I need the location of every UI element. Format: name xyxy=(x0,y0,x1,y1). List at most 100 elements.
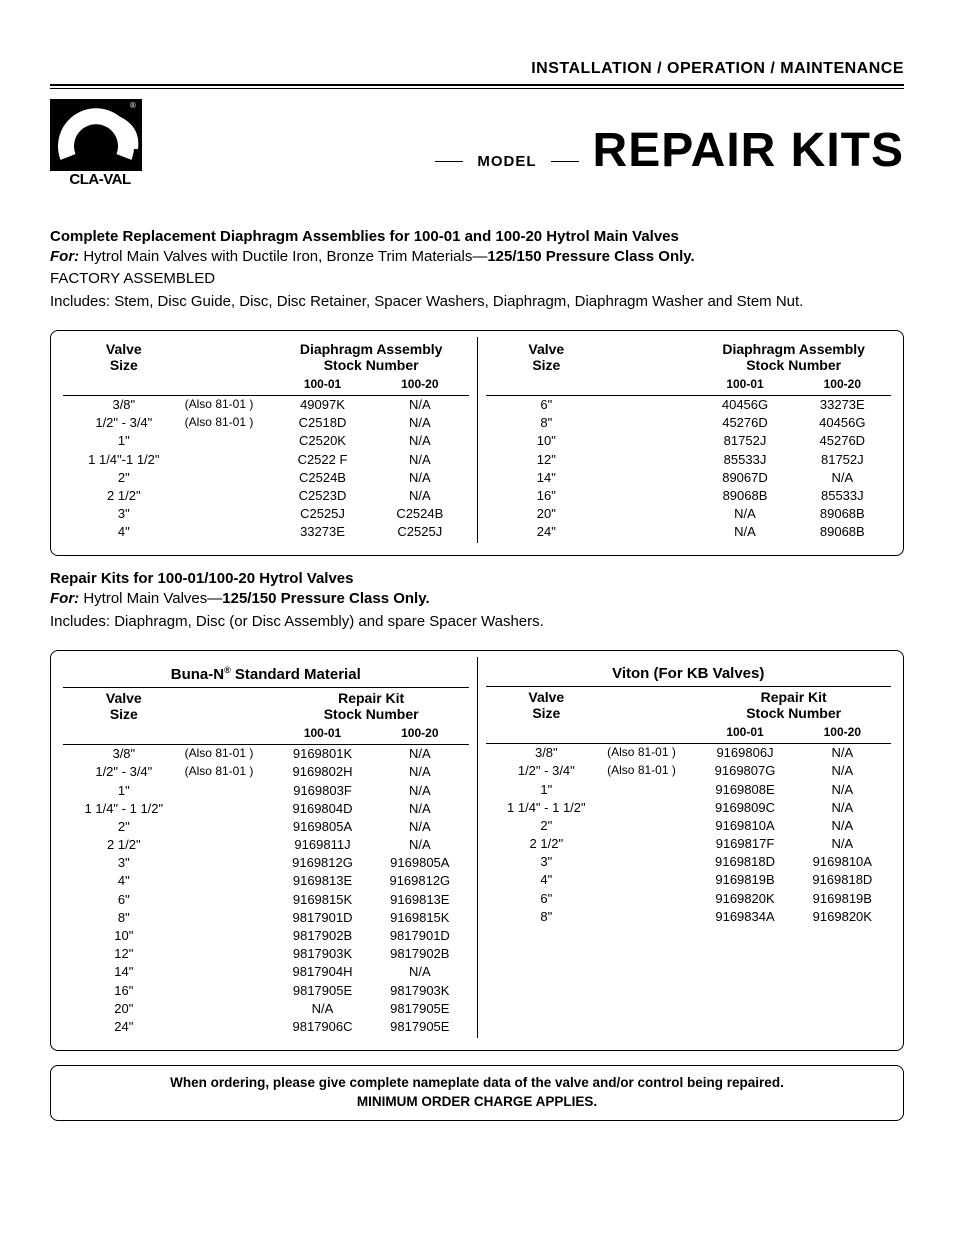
cell-size: 3" xyxy=(486,853,608,871)
cell-note xyxy=(185,909,274,927)
cell-10020: 33273E xyxy=(794,396,891,414)
table-row: 1"9169808EN/A xyxy=(486,781,892,799)
table-row: 16"89068B85533J xyxy=(486,487,892,505)
title-block: MODEL REPAIR KITS xyxy=(431,123,904,188)
section1-title: Complete Replacement Diaphragm Assemblie… xyxy=(50,228,904,245)
table-2: Buna-N® Standard Material Valve Size Rep… xyxy=(50,650,904,1051)
cell-note xyxy=(607,469,696,487)
cell-10001: 9169834A xyxy=(696,908,793,926)
cell-note xyxy=(185,451,274,469)
title-dash-left xyxy=(435,161,463,162)
cell-10001: 9817906C xyxy=(274,1018,371,1036)
th-valve-size-r: Valve Size xyxy=(486,341,608,373)
cell-10001: 9169809C xyxy=(696,799,793,817)
table-row: 24"N/A89068B xyxy=(486,523,892,541)
th-10001-r: 100-01 xyxy=(696,377,793,391)
cell-10001: N/A xyxy=(696,505,793,523)
cell-10020: N/A xyxy=(371,432,468,450)
th-size-r: Size xyxy=(486,357,608,373)
cell-10001: 9169815K xyxy=(274,891,371,909)
footer-line2: MINIMUM ORDER CHARGE APPLIES. xyxy=(61,1093,893,1112)
cell-note xyxy=(185,818,274,836)
cell-10020: N/A xyxy=(371,469,468,487)
section2-for-line: For: Hytrol Main Valves—125/150 Pressure… xyxy=(50,589,904,609)
th2-kit2-r: Stock Number xyxy=(696,705,891,721)
cell-size: 8" xyxy=(486,908,608,926)
cell-10020: N/A xyxy=(371,745,468,763)
cell-10001: 9169817F xyxy=(696,835,793,853)
table-row: 6"40456G33273E xyxy=(486,396,892,414)
cell-10001: 9169819B xyxy=(696,871,793,889)
mat-left-b: Standard Material xyxy=(231,666,361,683)
th2-valve-r: Valve xyxy=(486,689,608,705)
th-assy-r: Diaphragm Assembly Stock Number xyxy=(696,341,891,373)
cell-10020: 9817902B xyxy=(371,945,468,963)
cell-size: 3" xyxy=(63,854,185,872)
cell-10001: 9169810A xyxy=(696,817,793,835)
cell-note xyxy=(607,396,696,414)
table-row: 1 1/4"-1 1/2"C2522 FN/A xyxy=(63,451,469,469)
cla-val-logo-icon: ® xyxy=(50,99,142,171)
for-label-2: For: xyxy=(50,590,79,607)
cell-note: (Also 81-01 ) xyxy=(185,763,274,781)
cell-10020: 9817901D xyxy=(371,927,468,945)
cell-10001: 9817904H xyxy=(274,963,371,981)
page-title: REPAIR KITS xyxy=(593,123,904,178)
cell-note xyxy=(185,982,274,1000)
footer-note: When ordering, please give complete name… xyxy=(50,1065,904,1121)
table-row: 2"9169805AN/A xyxy=(63,818,469,836)
cell-note: (Also 81-01 ) xyxy=(185,745,274,763)
cell-10001: 9817901D xyxy=(274,909,371,927)
table-row: 10"81752J45276D xyxy=(486,432,892,450)
table1-right: Valve Size Diaphragm Assembly Stock Numb… xyxy=(478,335,900,546)
th-assy1: Diaphragm Assembly xyxy=(274,341,469,357)
table-row: 6"9169820K9169819B xyxy=(486,890,892,908)
table1-left: Valve Size Diaphragm Assembly Stock Numb… xyxy=(55,335,477,546)
cell-size: 8" xyxy=(486,414,608,432)
cell-note xyxy=(185,945,274,963)
cell-10001: 9169820K xyxy=(696,890,793,908)
table-row: 14"89067DN/A xyxy=(486,469,892,487)
cell-note: (Also 81-01 ) xyxy=(185,414,274,432)
cell-10020: N/A xyxy=(371,836,468,854)
cell-10001: 9169807G xyxy=(696,762,793,780)
cell-10020: 89068B xyxy=(794,505,891,523)
cell-10001: 9169805A xyxy=(274,818,371,836)
cell-10020: 45276D xyxy=(794,432,891,450)
page: INSTALLATION / OPERATION / MAINTENANCE ®… xyxy=(0,0,954,1161)
cell-10020: 9817905E xyxy=(371,1018,468,1036)
cell-size: 4" xyxy=(486,871,608,889)
table-row: 1"C2520KN/A xyxy=(63,432,469,450)
table-row: 1/2" - 3/4"(Also 81-01 )9169807GN/A xyxy=(486,762,892,780)
table-row: 3"9169812G9169805A xyxy=(63,854,469,872)
th-valve: Valve xyxy=(63,341,185,357)
page-header-text: INSTALLATION / OPERATION / MAINTENANCE xyxy=(50,60,904,82)
cell-10020: C2525J xyxy=(371,523,468,541)
cell-10001: C2522 F xyxy=(274,451,371,469)
table-row: 1/2" - 3/4"(Also 81-01 )9169802HN/A xyxy=(63,763,469,781)
cell-10020: 9169810A xyxy=(794,853,891,871)
cell-size: 2" xyxy=(486,817,608,835)
table-row: 10"9817902B9817901D xyxy=(63,927,469,945)
th-assy: Diaphragm Assembly Stock Number xyxy=(274,341,469,373)
th2-kit-r: Repair Kit Stock Number xyxy=(696,689,891,721)
th2-valve-size-r: Valve Size xyxy=(486,689,608,721)
cell-note xyxy=(607,853,696,871)
cell-size: 3/8" xyxy=(486,744,608,762)
table-row: 14"9817904HN/A xyxy=(63,963,469,981)
cell-note xyxy=(185,1000,274,1018)
mat-head-right: Viton (For KB Valves) xyxy=(486,659,892,687)
cell-10001: 9169808E xyxy=(696,781,793,799)
cell-size: 2" xyxy=(63,818,185,836)
table2-left: Buna-N® Standard Material Valve Size Rep… xyxy=(55,655,477,1040)
cell-10020: N/A xyxy=(794,744,891,762)
cell-10020: N/A xyxy=(371,782,468,800)
cell-10020: N/A xyxy=(371,800,468,818)
th-assy1-r: Diaphragm Assembly xyxy=(696,341,891,357)
cell-note xyxy=(607,835,696,853)
cell-10020: 9169812G xyxy=(371,872,468,890)
table-row: 3"C2525JC2524B xyxy=(63,505,469,523)
th2-valve: Valve xyxy=(63,690,185,706)
cell-10020: C2524B xyxy=(371,505,468,523)
cell-note xyxy=(607,432,696,450)
